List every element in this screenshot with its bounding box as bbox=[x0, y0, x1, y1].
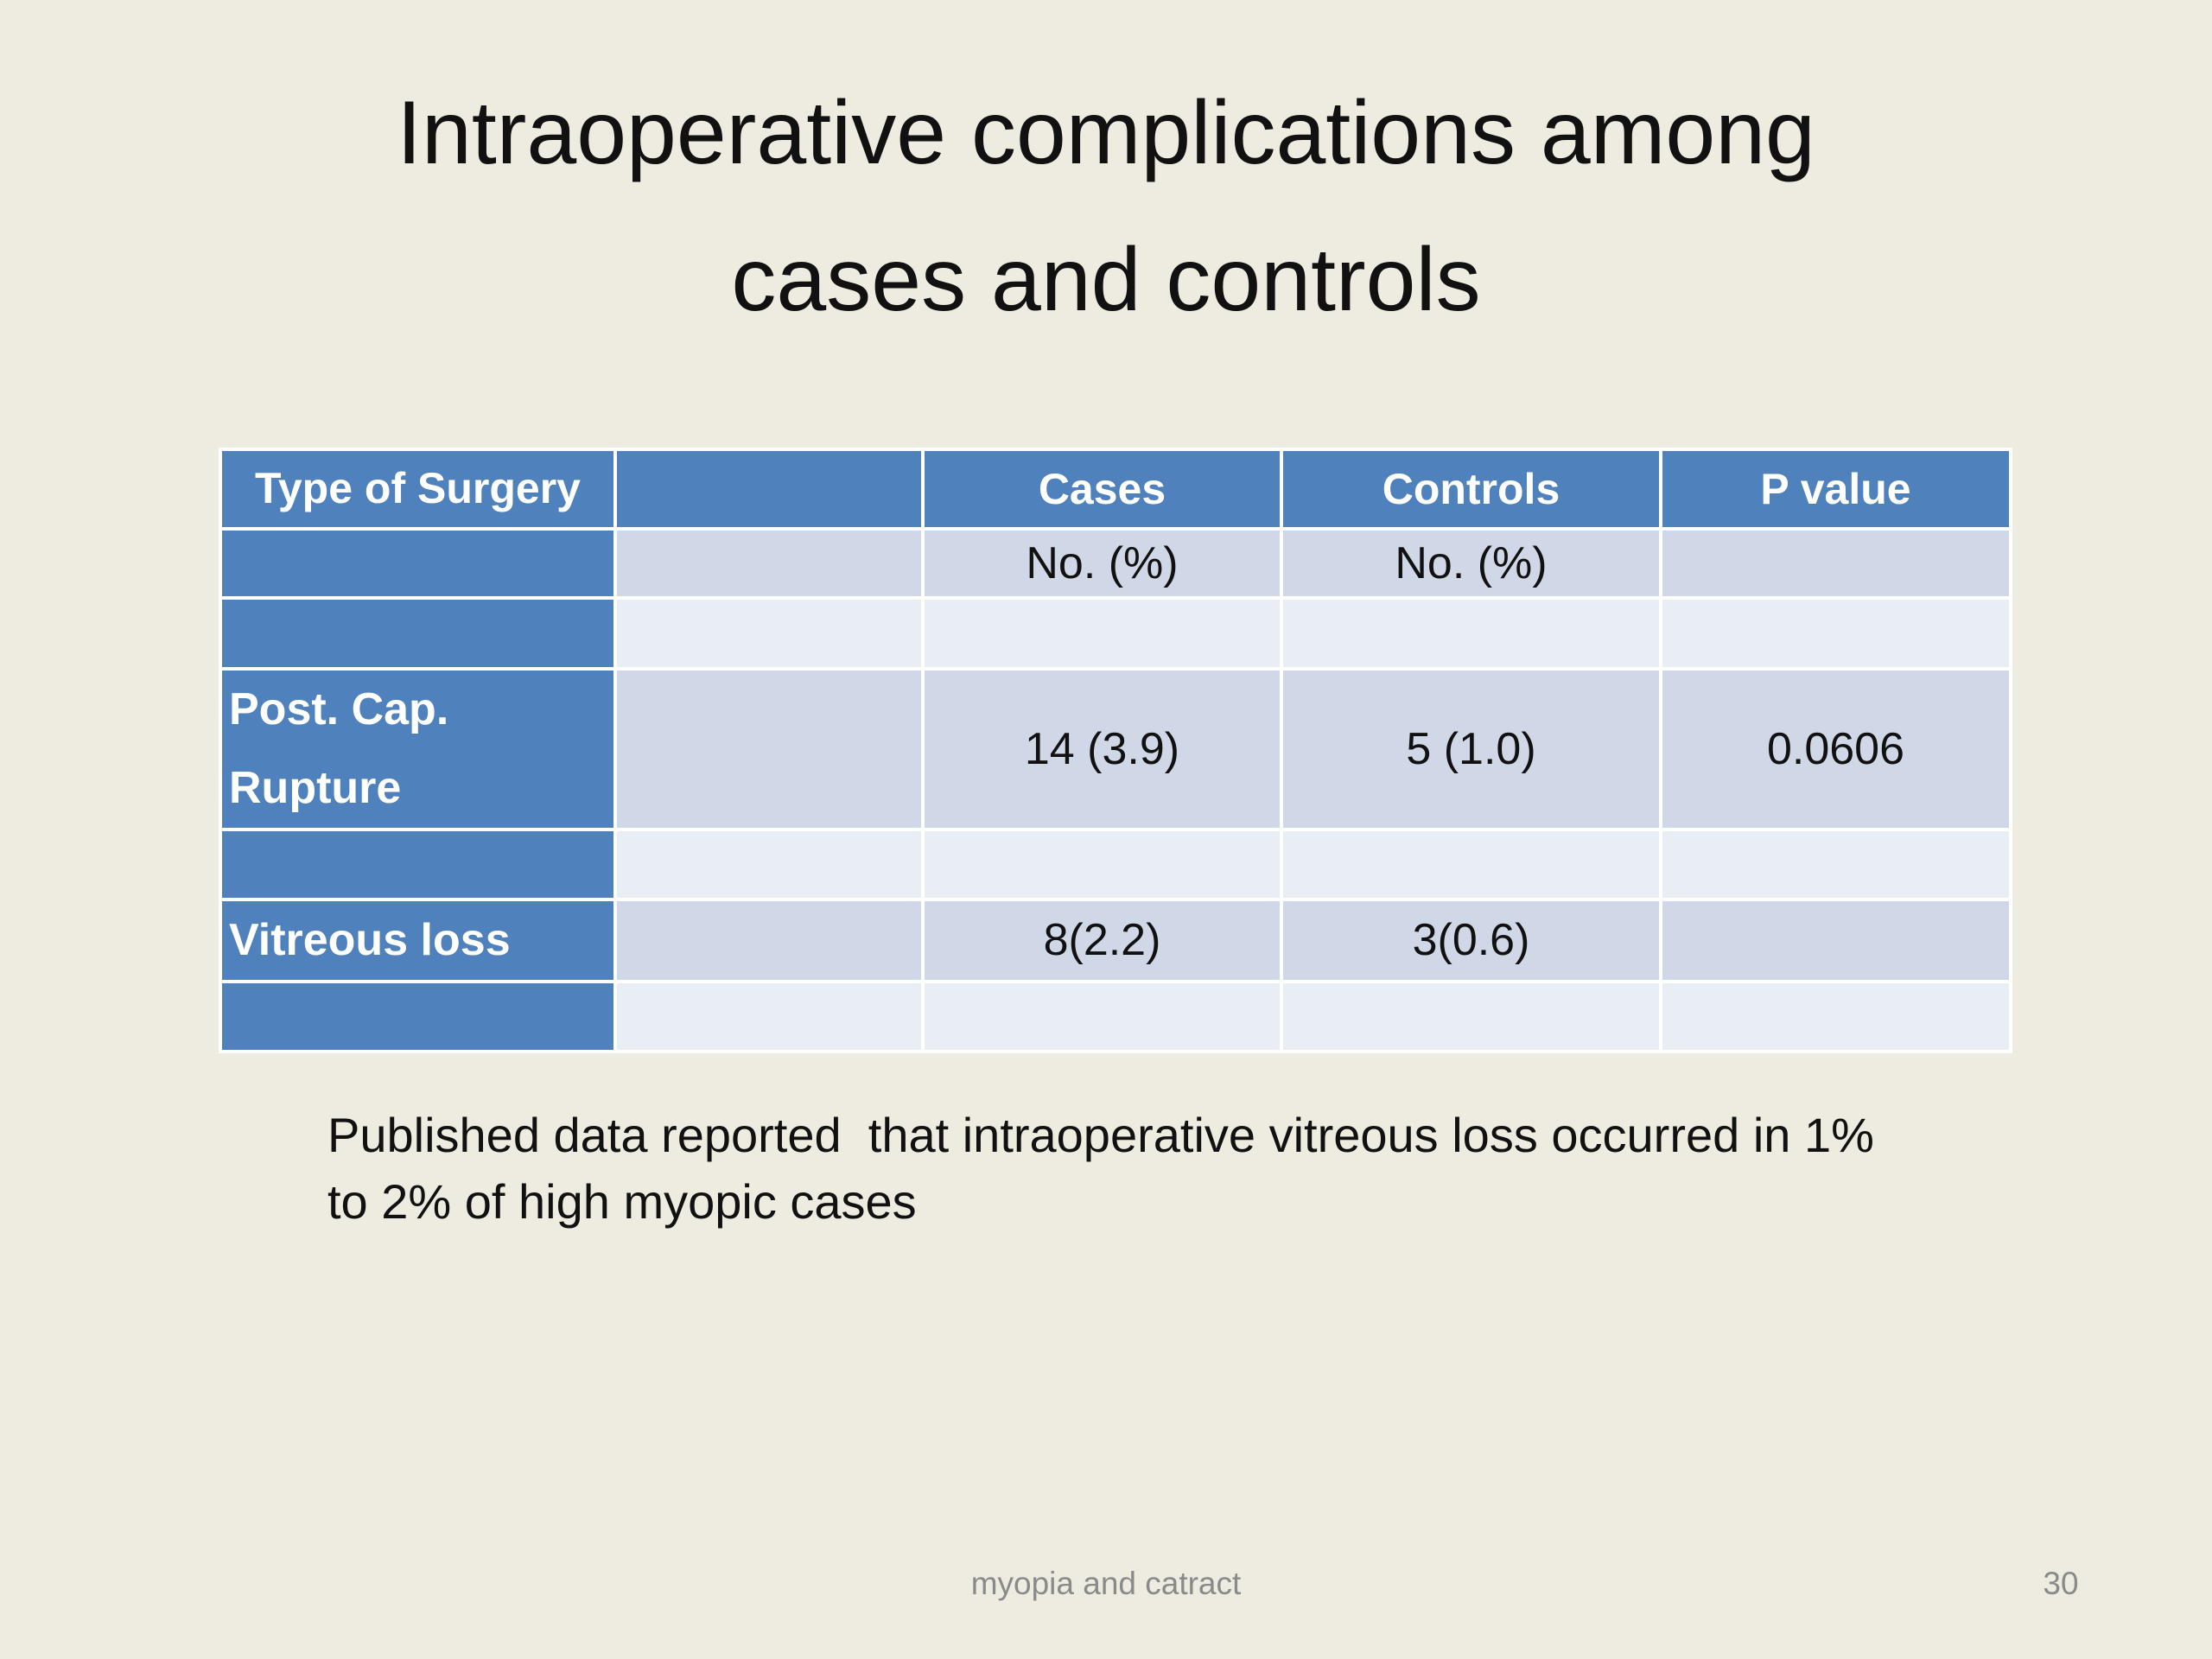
table-cell: No. (%) bbox=[921, 526, 1283, 600]
table-row bbox=[219, 827, 2012, 901]
table-cell bbox=[613, 979, 925, 1053]
table-cell bbox=[1659, 897, 2012, 983]
table-cell: 14 (3.9) bbox=[921, 666, 1283, 831]
table-cell bbox=[1659, 595, 2012, 671]
table-cell bbox=[613, 448, 925, 531]
table-cell: 8(2.2) bbox=[921, 897, 1283, 983]
table-cell bbox=[1280, 979, 1662, 1053]
table-cell: 0.0606 bbox=[1659, 666, 2012, 831]
table-row bbox=[219, 595, 2012, 671]
title-line: cases and controls bbox=[731, 230, 1481, 330]
footer-text: myopia and catract bbox=[970, 1566, 1242, 1601]
title-line: Intraoperative complications among bbox=[397, 83, 1815, 183]
table-cell bbox=[1659, 979, 2012, 1053]
table-cell: No. (%) bbox=[1280, 526, 1662, 600]
table-cell: 5 (1.0) bbox=[1280, 666, 1662, 831]
table-cell bbox=[921, 595, 1283, 671]
table-cell: Post. Cap. Rupture bbox=[219, 666, 617, 831]
table-cell bbox=[1280, 595, 1662, 671]
table-cell bbox=[1280, 827, 1662, 901]
table-cell bbox=[219, 827, 617, 901]
table-cell bbox=[921, 827, 1283, 901]
data-table: Type of Surgery Cases Controls P value No. (… bbox=[219, 448, 2012, 1053]
table-cell bbox=[613, 897, 925, 983]
table-cell bbox=[613, 827, 925, 901]
table-row bbox=[219, 979, 2012, 1053]
table-row: No. (%) No. (%) bbox=[219, 526, 2012, 600]
table-cell: Cases bbox=[921, 448, 1283, 531]
table-row: Type of Surgery Cases Controls P value bbox=[219, 448, 2012, 531]
table-row: Vitreous loss 8(2.2) 3(0.6) bbox=[219, 897, 2012, 983]
table-cell: Vitreous loss bbox=[219, 897, 617, 983]
table-cell bbox=[613, 595, 925, 671]
table-cell bbox=[613, 666, 925, 831]
table-cell bbox=[921, 979, 1283, 1053]
table-cell bbox=[219, 979, 617, 1053]
table-cell bbox=[219, 526, 617, 600]
table-cell bbox=[219, 595, 617, 671]
table-cell: Controls bbox=[1280, 448, 1662, 531]
table-cell bbox=[1659, 526, 2012, 600]
table-cell bbox=[613, 526, 925, 600]
table-cell: 3(0.6) bbox=[1280, 897, 1662, 983]
page-number: 30 bbox=[2043, 1566, 2079, 1601]
table-cell: Type of Surgery bbox=[219, 448, 617, 531]
table-cell bbox=[1659, 827, 2012, 901]
note: Published data reported that intraoperat… bbox=[327, 1108, 1902, 1229]
table-row: Post. Cap. Rupture 14 (3.9) 5 (1.0) 0.0606 bbox=[219, 666, 2012, 831]
table-cell: P value bbox=[1659, 448, 2012, 531]
